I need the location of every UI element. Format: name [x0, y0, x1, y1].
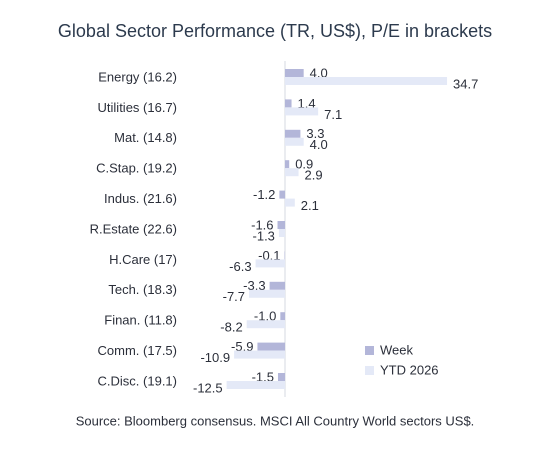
category-label: H.Care (17)	[109, 252, 177, 267]
value-label: -8.2	[220, 320, 242, 335]
value-label: -12.5	[193, 380, 223, 395]
value-label: 2.9	[305, 168, 323, 183]
bar	[285, 107, 319, 116]
bar	[279, 190, 285, 199]
bar	[255, 259, 285, 268]
bar	[226, 381, 285, 389]
value-label: -1.2	[253, 187, 275, 202]
bar	[285, 129, 301, 138]
value-label: -1.6	[251, 217, 273, 232]
bar	[257, 342, 285, 351]
value-label: -10.9	[200, 350, 230, 365]
category-label: C.Disc. (19.1)	[98, 373, 177, 388]
bar	[285, 198, 295, 207]
category-label: C.Stap. (19.2)	[96, 161, 177, 176]
legend-label: Week	[380, 342, 413, 357]
category-label: Energy (16.2)	[98, 69, 177, 84]
value-label: 34.7	[453, 76, 478, 91]
value-label: 0.9	[295, 157, 313, 172]
bar	[249, 289, 285, 298]
value-label: 4.0	[310, 137, 328, 152]
value-label: -0.1	[258, 248, 280, 263]
source-note: Source: Bloomberg consensus. MSCI All Co…	[76, 413, 475, 428]
bar	[280, 312, 285, 321]
bar	[277, 221, 285, 229]
category-label: Indus. (21.6)	[104, 191, 177, 206]
value-label: -1.5	[252, 369, 274, 384]
value-label: -1.0	[254, 309, 276, 324]
bar	[285, 99, 292, 108]
bar	[285, 160, 290, 169]
category-label: Finan. (11.8)	[104, 313, 177, 328]
bar	[246, 320, 285, 329]
bar	[269, 281, 285, 290]
value-label: -3.3	[243, 278, 265, 293]
category-label: R.Estate (22.6)	[90, 221, 177, 236]
value-label: 2.1	[301, 198, 319, 213]
category-label: Comm. (17.5)	[98, 343, 177, 358]
category-label: Tech. (18.3)	[108, 282, 177, 297]
bar	[285, 77, 448, 85]
bar	[234, 350, 285, 359]
bar	[285, 69, 304, 77]
value-label: 1.4	[298, 96, 316, 111]
value-label: 4.0	[310, 65, 328, 80]
value-label: -1.3	[253, 228, 275, 243]
bar	[277, 373, 285, 381]
bar	[285, 137, 304, 146]
value-label: -5.9	[231, 339, 253, 354]
value-label: -6.3	[229, 259, 251, 274]
bar	[285, 168, 299, 177]
category-label: Utilities (16.7)	[98, 100, 177, 115]
value-label: -7.7	[223, 289, 245, 304]
value-label: 3.3	[306, 126, 324, 141]
chart-title: Global Sector Performance (TR, US$), P/E…	[58, 21, 492, 41]
legend-swatch	[365, 346, 374, 355]
bar	[278, 229, 285, 237]
category-label: Mat. (14.8)	[114, 130, 177, 145]
legend-label: YTD 2026	[380, 362, 439, 377]
value-label: 7.1	[324, 107, 342, 122]
legend-swatch	[365, 366, 374, 375]
